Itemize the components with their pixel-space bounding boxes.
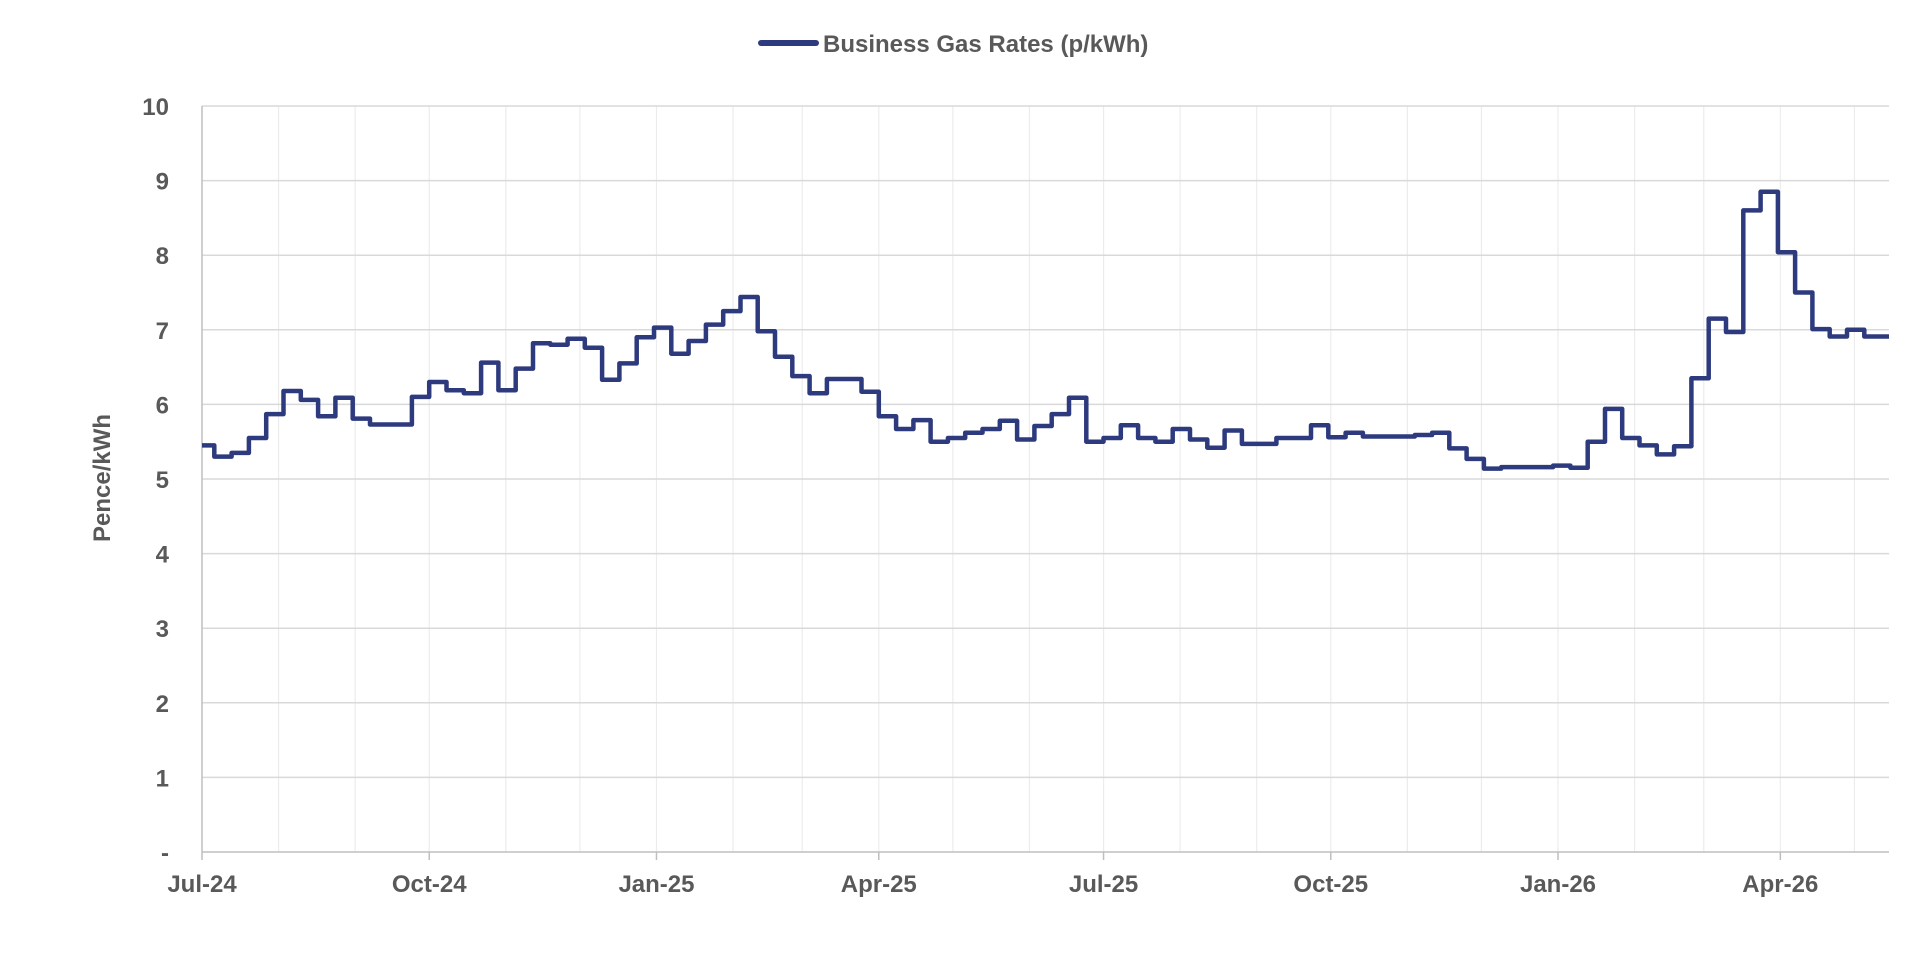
series-layer	[202, 189, 1889, 471]
x-tick-label: Oct-24	[392, 871, 467, 898]
y-tick-label: 8	[156, 243, 169, 270]
legend-label: Business Gas Rates (p/kWh)	[823, 31, 1148, 58]
y-tick-label: 2	[156, 691, 169, 718]
axes: - 1 2 3 4 5 6 7 8 9 10 Jul-24 Oct-24 Jan-25 Apr-25 Jul-…	[142, 94, 1889, 898]
x-tick-label: Jul-25	[1069, 871, 1138, 898]
gridlines	[202, 105, 1889, 852]
y-tick-label: 6	[156, 392, 169, 419]
y-tick-label: 9	[156, 169, 169, 196]
legend: Business Gas Rates (p/kWh)	[758, 31, 1148, 58]
y-tick-label: 5	[156, 467, 169, 494]
y-tick-label: 4	[156, 542, 170, 569]
x-tick-label: Jan-26	[1520, 871, 1596, 898]
series-line-0	[202, 189, 1889, 471]
x-tick-label: Oct-25	[1293, 871, 1368, 898]
y-tick-label: 1	[156, 765, 169, 792]
y-tick-label: 3	[156, 616, 169, 643]
x-tick-label: Apr-26	[1742, 871, 1818, 898]
x-tick-label: Apr-25	[841, 871, 917, 898]
x-tick-label: Jan-25	[618, 871, 694, 898]
y-axis-title: Pence/kWh	[89, 414, 116, 542]
y-tick-label: 7	[156, 318, 169, 345]
y-tick-label: 10	[142, 94, 169, 121]
x-tick-label: Jul-24	[167, 871, 237, 898]
y-tick-label: -	[161, 840, 169, 867]
